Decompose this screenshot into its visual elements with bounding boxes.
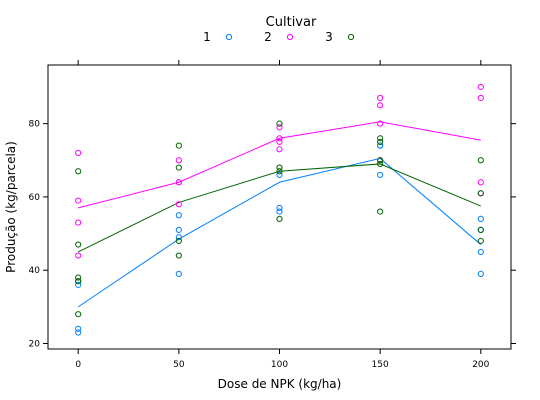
data-point-2 [175, 157, 182, 164]
data-point-1 [75, 281, 82, 288]
data-point-3 [75, 311, 82, 318]
y-tick-label: 60 [29, 193, 41, 203]
data-point-2 [377, 120, 384, 127]
data-point-3 [477, 226, 484, 233]
data-point-2 [276, 138, 283, 146]
data-point-2 [75, 219, 82, 226]
data-point-3 [175, 164, 182, 171]
x-axis-label: Dose de NPK (kg/ha) [218, 377, 342, 391]
data-point-3 [477, 190, 484, 197]
y-tick-label: 80 [29, 120, 41, 130]
data-point-1 [75, 325, 82, 332]
data-point-1 [477, 248, 484, 255]
data-point-1 [276, 208, 283, 215]
x-tick-label: 200 [472, 360, 489, 370]
data-point-1 [477, 270, 484, 277]
data-point-2 [75, 197, 82, 204]
data-point-3 [175, 142, 182, 149]
data-point-1 [276, 171, 283, 179]
data-point-2 [477, 94, 484, 102]
data-point-3 [175, 252, 182, 259]
legend-title: Cultivar [266, 15, 317, 30]
legend: Cultivar 1 2 3 [203, 15, 355, 44]
data-point-1 [377, 171, 384, 179]
data-point-2 [276, 146, 283, 153]
x-tick-label: 150 [372, 360, 389, 370]
plot-frame [47, 64, 512, 350]
data-point-1 [175, 234, 182, 241]
data-point-3 [377, 135, 384, 142]
data-point-3 [75, 274, 82, 281]
data-point-2 [477, 83, 484, 91]
legend-label-1: 1 [203, 30, 211, 44]
data-point-3 [276, 120, 283, 127]
x-tick-label: 100 [271, 360, 288, 370]
legend-label-2: 2 [264, 30, 272, 44]
data-point-2 [75, 149, 82, 157]
legend-symbol-3 [347, 33, 355, 41]
data-point-3 [477, 237, 484, 244]
data-point-1 [477, 215, 484, 223]
y-tick-label: 40 [29, 266, 41, 276]
data-point-2 [477, 179, 484, 186]
x-tick-label: 50 [173, 360, 185, 370]
legend-symbol-1 [225, 33, 233, 41]
data-point-2 [75, 252, 82, 259]
data-point-3 [276, 215, 283, 223]
data-point-3 [75, 278, 82, 285]
y-tick-label: 20 [29, 340, 41, 350]
data-point-1 [175, 270, 182, 277]
data-point-3 [377, 157, 384, 164]
data-point-3 [276, 164, 283, 171]
data-point-1 [175, 226, 182, 233]
y-axis-label: Produção (kg/parcela) [4, 141, 18, 273]
data-point-3 [377, 160, 384, 168]
data-point-3 [377, 138, 384, 146]
data-point-2 [377, 94, 384, 102]
data-point-2 [276, 135, 283, 142]
data-point-3 [175, 237, 182, 244]
data-point-2 [175, 179, 182, 186]
legend-symbol-2 [286, 33, 294, 41]
series-line-1 [77, 157, 482, 308]
data-point-1 [276, 204, 283, 212]
data-point-2 [175, 201, 182, 208]
data-point-3 [477, 157, 484, 164]
series-line-2 [78, 121, 481, 209]
x-tick-label: 0 [75, 360, 81, 370]
data-point-2 [276, 124, 283, 131]
legend-label-3: 3 [325, 30, 333, 44]
data-point-3 [276, 168, 283, 175]
data-point-1 [377, 142, 384, 149]
series-line-3 [77, 163, 481, 253]
data-point-1 [75, 329, 82, 336]
data-point-3 [75, 168, 82, 175]
data-point-3 [75, 241, 82, 248]
data-point-1 [175, 212, 182, 219]
data-point-3 [377, 208, 384, 215]
data-point-2 [377, 102, 384, 109]
